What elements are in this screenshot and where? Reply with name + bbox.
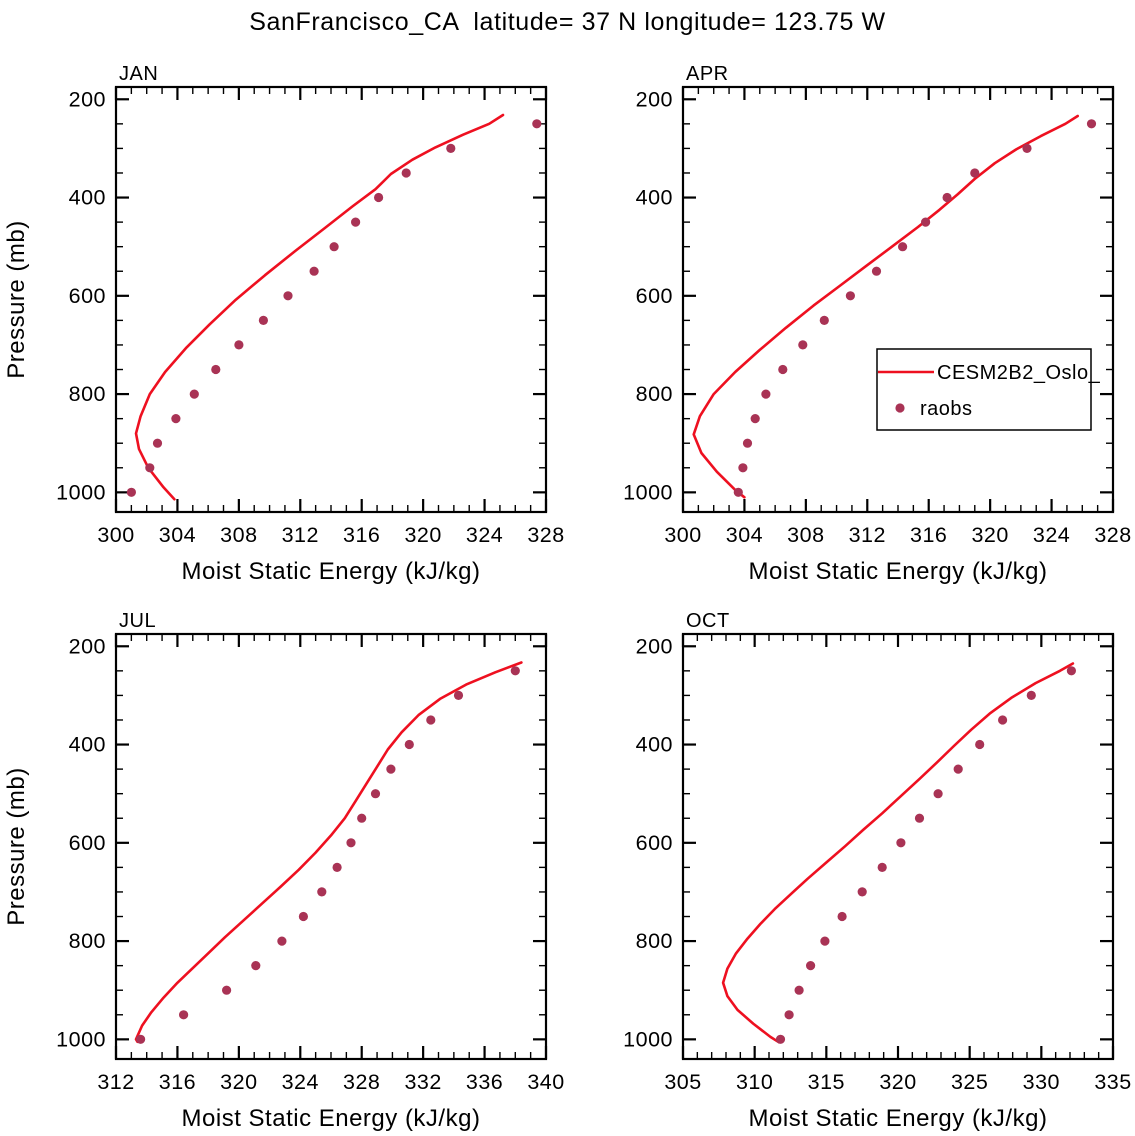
- svg-text:400: 400: [69, 733, 106, 757]
- svg-text:324: 324: [282, 1070, 319, 1094]
- svg-text:300: 300: [664, 523, 701, 547]
- svg-text:1000: 1000: [623, 1027, 673, 1051]
- svg-text:JUL: JUL: [119, 610, 156, 632]
- svg-text:325: 325: [951, 1070, 988, 1094]
- svg-text:330: 330: [1023, 1070, 1060, 1094]
- svg-text:308: 308: [787, 523, 824, 547]
- svg-text:APR: APR: [686, 63, 729, 85]
- svg-text:324: 324: [466, 523, 503, 547]
- panel-oct-chart: 305 310 315 320 325 330 335 200 400 600 800 1000 OCT…: [623, 610, 1131, 1132]
- svg-text:304: 304: [159, 523, 196, 547]
- svg-text:1000: 1000: [56, 480, 106, 504]
- svg-text:324: 324: [1033, 523, 1070, 547]
- svg-text:335: 335: [1094, 1070, 1131, 1094]
- svg-text:320: 320: [879, 1070, 916, 1094]
- svg-text:315: 315: [808, 1070, 845, 1094]
- panels-grid: 300 304 308 312 316 320 324 328 200 400 600 800 1000…: [0, 42, 1135, 1136]
- svg-text:Pressure (mb): Pressure (mb): [3, 767, 30, 926]
- svg-text:800: 800: [69, 929, 106, 953]
- svg-text:316: 316: [343, 523, 380, 547]
- svg-text:400: 400: [636, 733, 673, 757]
- svg-text:1000: 1000: [623, 480, 673, 504]
- svg-text:200: 200: [69, 87, 106, 111]
- svg-text:320: 320: [404, 523, 441, 547]
- svg-text:316: 316: [159, 1070, 196, 1094]
- svg-text:320: 320: [220, 1070, 257, 1094]
- svg-text:310: 310: [736, 1070, 773, 1094]
- panel-apr-chart: 300 304 308 312 316 320 324 328 200 400 600 800 1000…: [623, 63, 1131, 585]
- svg-text:CESM2B2_Oslo_: CESM2B2_Oslo_: [937, 362, 1101, 384]
- svg-text:320: 320: [971, 523, 1008, 547]
- svg-text:200: 200: [636, 87, 673, 111]
- svg-text:340: 340: [527, 1070, 564, 1094]
- svg-text:1000: 1000: [56, 1027, 106, 1051]
- svg-text:312: 312: [849, 523, 886, 547]
- svg-text:Moist Static Energy (kJ/kg): Moist Static Energy (kJ/kg): [182, 558, 481, 585]
- svg-text:raobs: raobs: [920, 398, 973, 420]
- svg-text:200: 200: [69, 634, 106, 658]
- svg-text:800: 800: [636, 382, 673, 406]
- svg-text:304: 304: [726, 523, 763, 547]
- svg-text:300: 300: [97, 523, 134, 547]
- svg-text:328: 328: [527, 523, 564, 547]
- svg-text:Moist Static Energy (kJ/kg): Moist Static Energy (kJ/kg): [182, 1105, 481, 1132]
- svg-text:305: 305: [664, 1070, 701, 1094]
- svg-text:800: 800: [636, 929, 673, 953]
- svg-text:400: 400: [69, 186, 106, 210]
- panel-jan-chart: 300 304 308 312 316 320 324 328 200 400 600 800 1000…: [3, 63, 564, 585]
- panel-jul-chart: 312 316 320 324 328 332 336 340 200 400 600 800 1000…: [3, 610, 564, 1132]
- svg-text:332: 332: [404, 1070, 441, 1094]
- svg-text:400: 400: [636, 186, 673, 210]
- svg-text:600: 600: [69, 831, 106, 855]
- svg-text:OCT: OCT: [686, 610, 730, 632]
- svg-text:312: 312: [97, 1070, 134, 1094]
- svg-text:200: 200: [636, 634, 673, 658]
- figure-title: SanFrancisco_CA latitude= 37 N longitude…: [249, 8, 886, 36]
- svg-text:308: 308: [220, 523, 257, 547]
- svg-text:336: 336: [466, 1070, 503, 1094]
- svg-text:316: 316: [910, 523, 947, 547]
- svg-text:Pressure (mb): Pressure (mb): [3, 220, 30, 379]
- svg-text:312: 312: [282, 523, 319, 547]
- svg-text:600: 600: [636, 831, 673, 855]
- svg-text:328: 328: [343, 1070, 380, 1094]
- svg-text:600: 600: [636, 284, 673, 308]
- svg-text:Moist Static Energy (kJ/kg): Moist Static Energy (kJ/kg): [749, 1105, 1048, 1132]
- svg-text:800: 800: [69, 382, 106, 406]
- svg-text:JAN: JAN: [119, 63, 158, 85]
- svg-text:328: 328: [1094, 523, 1131, 547]
- svg-text:600: 600: [69, 284, 106, 308]
- svg-text:Moist Static Energy (kJ/kg): Moist Static Energy (kJ/kg): [749, 558, 1048, 585]
